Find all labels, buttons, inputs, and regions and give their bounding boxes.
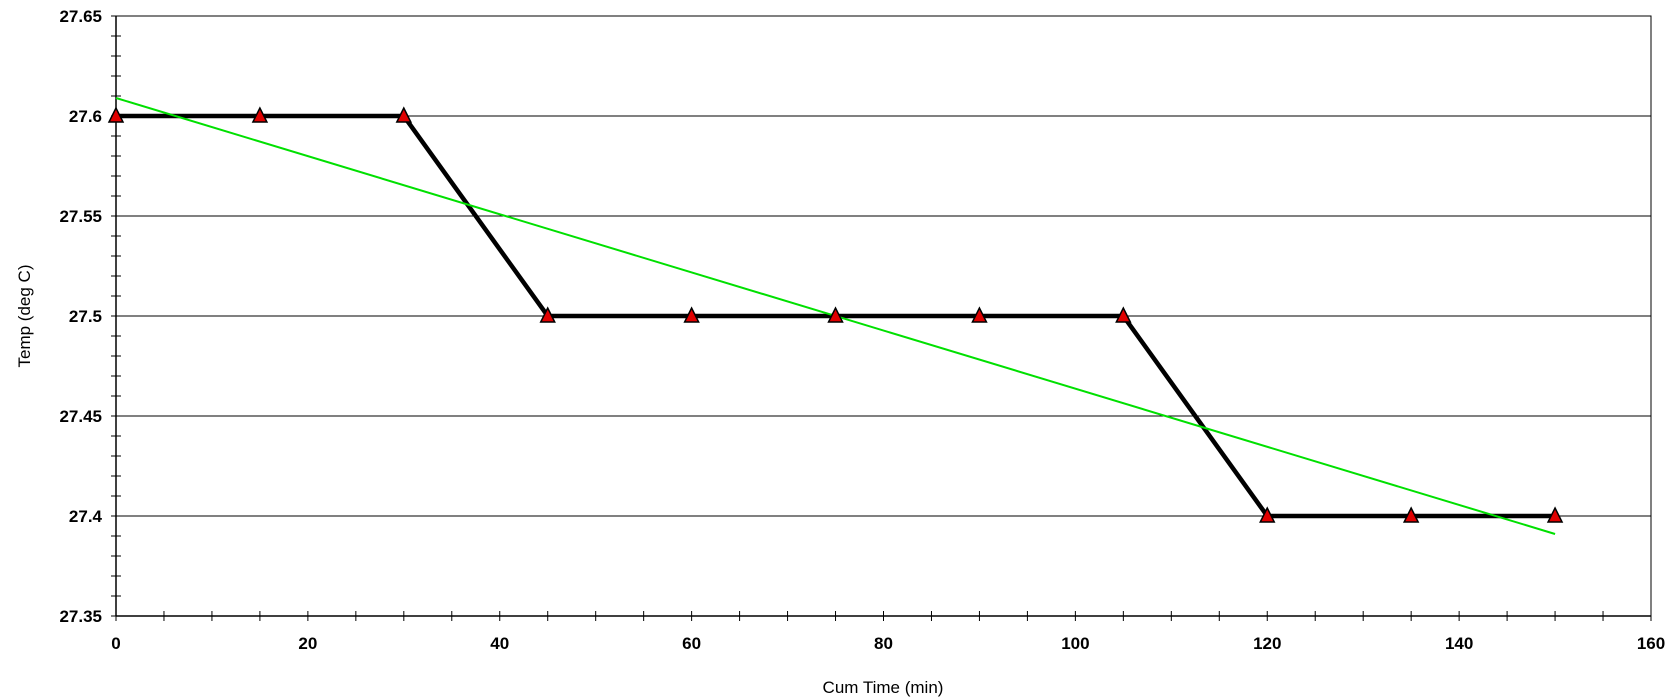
x-axis-title: Cum Time (min)	[823, 678, 944, 697]
y-tick-label: 27.65	[59, 7, 102, 26]
y-tick-label: 27.4	[69, 507, 103, 526]
x-axis-ticks: 0 20 40 60 80 100 120 140 160	[111, 611, 1665, 653]
data-point-marker	[107, 106, 125, 123]
y-tick-label: 27.6	[69, 107, 102, 126]
data-point-marker	[971, 306, 988, 323]
data-point-marker	[1259, 506, 1276, 523]
data-point-marker	[251, 106, 269, 123]
x-tick-label: 120	[1253, 634, 1281, 653]
x-tick-label: 60	[682, 634, 701, 653]
x-tick-label: 40	[490, 634, 509, 653]
data-point-marker	[1115, 306, 1132, 323]
data-point-marker	[539, 306, 556, 323]
x-tick-label: 0	[111, 634, 120, 653]
x-tick-label: 20	[298, 634, 317, 653]
x-tick-label: 160	[1637, 634, 1665, 653]
y-tick-label: 27.55	[59, 207, 102, 226]
y-tick-label: 27.35	[59, 607, 102, 626]
x-tick-label: 140	[1445, 634, 1473, 653]
series-layer	[107, 97, 1564, 535]
data-point-marker	[683, 306, 700, 323]
data-point-marker	[1546, 506, 1564, 523]
y-axis-ticks: 27.35 27.4 27.45 27.5 27.55 27.6 27.65	[59, 7, 121, 626]
y-tick-label: 27.45	[59, 407, 102, 426]
x-tick-label: 80	[874, 634, 893, 653]
x-tick-label: 100	[1061, 634, 1089, 653]
y-axis-title: Temp (deg C)	[15, 265, 34, 368]
y-tick-label: 27.5	[69, 307, 102, 326]
data-point-marker	[395, 106, 413, 123]
data-point-marker	[1402, 506, 1420, 523]
data-point-marker	[827, 306, 844, 323]
